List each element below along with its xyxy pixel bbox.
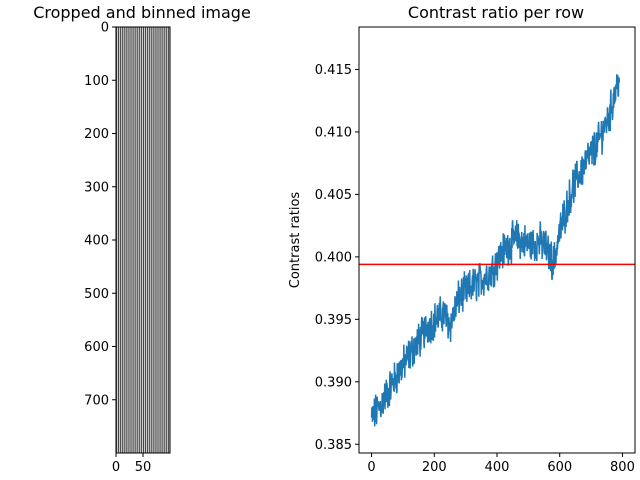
image-y-tick-label: 300 <box>84 180 109 195</box>
chart-y-tick-label: 0.415 <box>315 63 352 78</box>
image-stripe <box>138 27 140 453</box>
image-stripe <box>153 27 155 453</box>
image-stripe <box>132 27 134 453</box>
image-stripe <box>161 27 163 453</box>
image-stripe <box>147 27 149 453</box>
image-stripe <box>159 27 161 453</box>
chart-x-tick-label: 600 <box>547 460 572 475</box>
image-title: Cropped and binned image <box>33 3 251 22</box>
chart-y-tick-label: 0.405 <box>315 188 352 203</box>
image-x-tick-label: 50 <box>135 460 152 475</box>
binned-image <box>116 27 170 453</box>
image-stripe <box>136 27 138 453</box>
image-stripe <box>134 27 136 453</box>
chart-y-axis-label: Contrast ratios <box>288 192 303 289</box>
line-chart-panel: Contrast ratio per row 0.3850.3900.3950.… <box>288 3 636 475</box>
chart-title: Contrast ratio per row <box>408 3 584 22</box>
chart-x-tick-label: 400 <box>485 460 510 475</box>
image-stripe <box>122 27 124 453</box>
image-stripe <box>165 27 167 453</box>
image-y-tick-label: 500 <box>84 287 109 302</box>
image-x-axis: 0 50 <box>112 453 151 475</box>
image-y-tick-label: 700 <box>84 393 109 408</box>
image-stripe <box>120 27 122 453</box>
chart-x-axis: 0 200 400 600 800 <box>367 453 635 475</box>
chart-y-tick-label: 0.385 <box>315 438 352 453</box>
chart-y-tick-label: 0.400 <box>315 250 352 265</box>
image-stripe <box>118 27 120 453</box>
image-stripe <box>145 27 147 453</box>
chart-y-tick-label: 0.390 <box>315 375 352 390</box>
image-y-tick-label: 200 <box>84 127 109 142</box>
chart-x-tick-label: 200 <box>422 460 447 475</box>
image-stripe <box>124 27 126 453</box>
image-y-tick-label: 400 <box>84 234 109 249</box>
image-stripe <box>167 27 169 453</box>
image-y-axis: 0 100 200 300 400 500 600 700 <box>84 21 116 408</box>
chart-y-axis: 0.385 0.390 0.395 0.400 0.405 0.410 0.415 <box>315 63 359 453</box>
image-panel: Cropped and binned image 0 100 200 300 400 50… <box>33 3 251 475</box>
image-stripe <box>157 27 159 453</box>
contrast-series-line <box>370 74 621 427</box>
image-stripe <box>143 27 144 453</box>
image-x-tick-label: 0 <box>112 460 120 475</box>
image-y-tick-label: 0 <box>101 21 109 36</box>
chart-x-tick-label: 0 <box>367 460 375 475</box>
chart-y-tick-label: 0.395 <box>315 313 352 328</box>
chart-y-tick-label: 0.410 <box>315 125 352 140</box>
image-y-tick-label: 100 <box>84 74 109 89</box>
chart-x-tick-label: 800 <box>610 460 635 475</box>
chart-frame <box>358 26 636 454</box>
image-stripe <box>155 27 157 453</box>
image-stripe <box>126 27 128 453</box>
image-stripe <box>149 27 151 453</box>
image-stripe <box>151 27 153 453</box>
image-y-tick-label: 600 <box>84 340 109 355</box>
image-stripe <box>163 27 165 453</box>
image-stripe <box>128 27 130 453</box>
image-stripe <box>130 27 132 453</box>
image-stripe <box>140 27 142 453</box>
